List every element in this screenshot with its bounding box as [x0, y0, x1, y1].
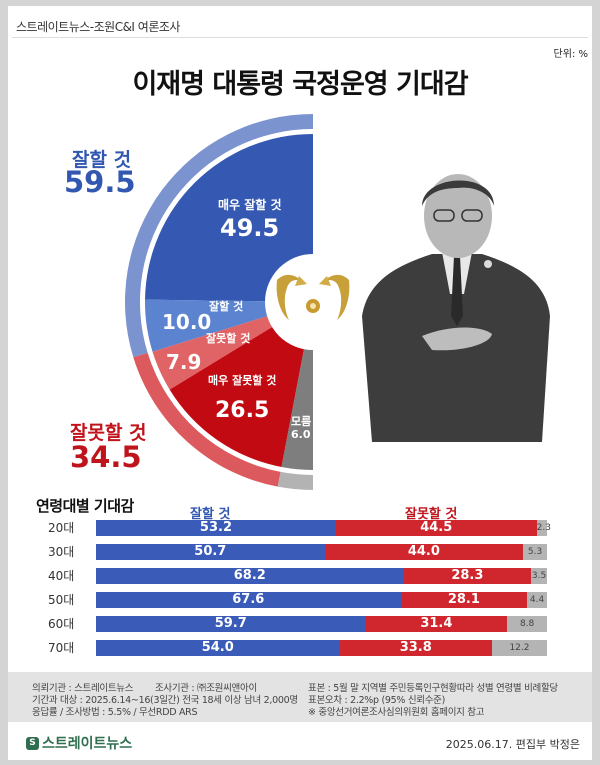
- good-segment: 59.7: [96, 616, 366, 632]
- age-label: 30대: [48, 545, 75, 559]
- unknown-value: 6.0: [291, 428, 311, 441]
- footer-note: ※ 중앙선거여론조사심의위원회 홈페이지 참고: [308, 707, 485, 718]
- bad-segment: 44.5: [335, 520, 537, 536]
- age-label: 50대: [48, 593, 75, 607]
- very-good-value: 49.5: [220, 214, 280, 242]
- bad-segment: 33.8: [339, 640, 492, 656]
- good-segment: 53.2: [96, 520, 336, 536]
- bad-label: 잘못할 것: [206, 332, 251, 345]
- stacked-bar: 67.6 28.1 4.4: [96, 592, 547, 608]
- total-good-label: 잘할 것: [72, 149, 132, 171]
- bad-segment: 31.4: [365, 616, 508, 632]
- footer-margin-error: 표본오차 : 2.2%p (95% 신뢰수준): [308, 695, 445, 706]
- half-donut-chart: [125, 114, 350, 490]
- footer-period-target: 기간과 대상 : 2025.6.14~16(3일간) 전국 18세 이상 남녀 …: [32, 695, 298, 706]
- total-good-value: 59.5: [64, 165, 136, 199]
- total-bad-value: 34.5: [70, 440, 142, 474]
- good-segment: 68.2: [96, 568, 404, 584]
- stacked-bar: 53.2 44.5 2.3: [96, 520, 551, 536]
- good-label: 잘할 것: [209, 300, 244, 313]
- unknown-segment: 3.5: [531, 568, 547, 584]
- footer-response-method: 응답률 / 조사방법 : 5.5% / 무선RDD ARS: [32, 707, 198, 718]
- stacked-bar: 54.0 33.8 12.2: [96, 640, 547, 656]
- footer-sample: 표본 : 5월 말 지역별 주민등록인구현황따라 성별 연령별 비례할당: [308, 683, 558, 694]
- good-segment: 50.7: [96, 544, 325, 560]
- age-row: 30대 50.7 44.0 5.3: [0, 544, 600, 560]
- unknown-segment: 2.3: [536, 520, 551, 536]
- age-row: 60대 59.7 31.4 8.8: [0, 616, 600, 632]
- age-row: 40대 68.2 28.3 3.5: [0, 568, 600, 584]
- very-good-label: 매우 잘할 것: [218, 198, 282, 212]
- outer-unknown-arc: [277, 471, 313, 490]
- age-section-title: 연령대별 기대감: [36, 497, 134, 515]
- logo-text: 스트레이트뉴스: [42, 736, 133, 752]
- bad-segment: 44.0: [324, 544, 524, 560]
- bad-segment: 28.1: [400, 592, 528, 608]
- legend-good: 잘할 것: [190, 507, 231, 522]
- unknown-segment: 8.8: [507, 616, 547, 632]
- chart-title: 이재명 대통령 국정운영 기대감: [132, 69, 468, 100]
- total-bad-label: 잘못할 것: [70, 422, 147, 444]
- unit-label: 단위: %: [553, 49, 588, 60]
- bad-segment: 28.3: [403, 568, 532, 584]
- logo-mark-icon: S: [26, 736, 39, 750]
- outer-bad-arc: [133, 352, 281, 487]
- age-label: 40대: [48, 569, 75, 583]
- very-bad-label: 매우 잘못할 것: [208, 374, 277, 387]
- legend-bad: 잘못할 것: [405, 507, 458, 522]
- age-label: 20대: [48, 521, 75, 535]
- bad-value: 7.9: [166, 350, 202, 374]
- stacked-bar: 50.7 44.0 5.3: [96, 544, 547, 560]
- publisher-logo: S 스트레이트뉴스: [26, 733, 132, 753]
- age-row: 70대 54.0 33.8 12.2: [0, 640, 600, 656]
- good-value: 10.0: [162, 310, 212, 334]
- header-divider: [12, 37, 588, 38]
- presidential-emblem-icon: [276, 274, 350, 320]
- unknown-label: 모름: [291, 415, 312, 428]
- very-bad-slice: [169, 302, 313, 468]
- unknown-segment: 12.2: [491, 640, 547, 656]
- stacked-bar: 68.2 28.3 3.5: [96, 568, 547, 584]
- age-label: 70대: [48, 641, 75, 655]
- stacked-bar: 59.7 31.4 8.8: [96, 616, 547, 632]
- age-row: 50대 67.6 28.1 4.4: [0, 592, 600, 608]
- age-label: 60대: [48, 617, 75, 631]
- survey-methodology-box: 의뢰기관 : 스트레이트뉴스 조사기관 : ㈜조원씨앤아이 기간과 대상 : 2…: [8, 672, 592, 722]
- very-good-slice: [145, 134, 313, 302]
- footer-client-agency: 의뢰기관 : 스트레이트뉴스 조사기관 : ㈜조원씨앤아이: [32, 683, 257, 694]
- president-portrait: [362, 174, 550, 442]
- very-bad-value: 26.5: [215, 398, 270, 423]
- good-segment: 67.6: [96, 592, 401, 608]
- good-segment: 54.0: [96, 640, 340, 656]
- unknown-segment: 4.4: [527, 592, 547, 608]
- publish-date-editor: 2025.06.17. 편집부 박정은: [445, 738, 580, 751]
- survey-source: 스트레이트뉴스-조원C&I 여론조사: [16, 20, 180, 34]
- age-row: 20대 53.2 44.5 2.3: [0, 520, 600, 536]
- unknown-segment: 5.3: [523, 544, 547, 560]
